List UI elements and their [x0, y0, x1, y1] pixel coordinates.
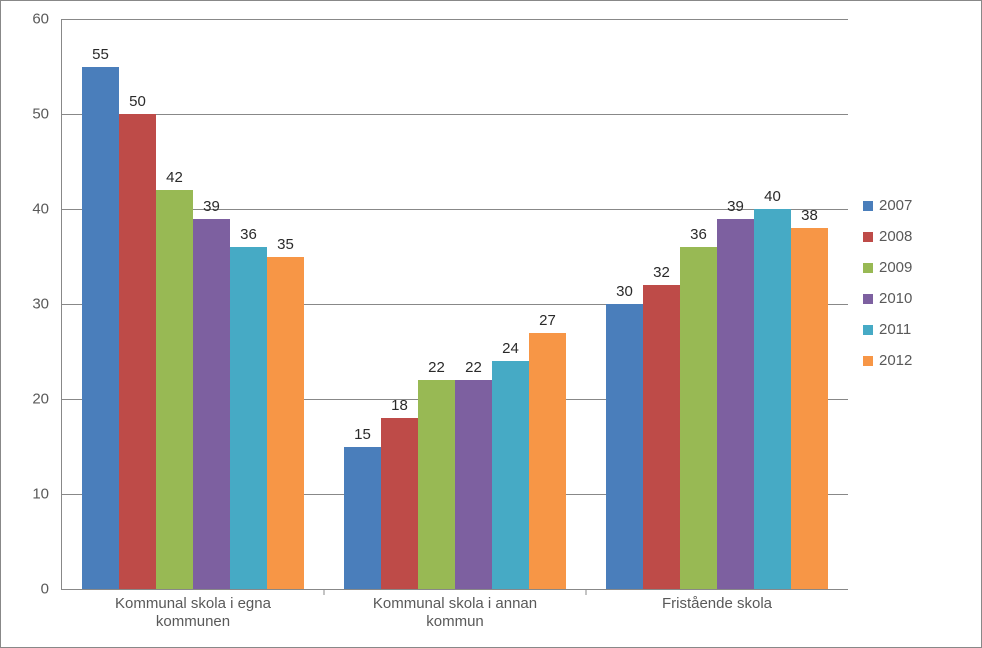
legend-item-2011: 2011 [863, 321, 912, 338]
bar-value-label: 22 [428, 359, 445, 376]
x-category-label: Fristående skola [586, 589, 848, 613]
bar-group: 555042393635Kommunal skola i egnakommune… [62, 19, 324, 589]
bar-2007: 55 [82, 67, 119, 590]
legend-swatch [863, 263, 873, 273]
bar-value-label: 27 [539, 312, 556, 329]
y-tick-label: 10 [9, 486, 49, 503]
x-category-label: Kommunal skola i annankommun [324, 589, 586, 631]
legend-swatch [863, 294, 873, 304]
bar-2008: 32 [643, 285, 680, 589]
bar-value-label: 15 [354, 426, 371, 443]
legend-label: 2009 [879, 259, 912, 276]
bar-value-label: 36 [690, 226, 707, 243]
plot-area: 555042393635Kommunal skola i egnakommune… [61, 19, 848, 590]
legend-label: 2010 [879, 290, 912, 307]
bar-value-label: 39 [203, 198, 220, 215]
y-tick-label: 60 [9, 11, 49, 28]
legend-swatch [863, 232, 873, 242]
bar-2011: 24 [492, 361, 529, 589]
bar-2007: 15 [344, 447, 381, 590]
bar-2007: 30 [606, 304, 643, 589]
bar-2009: 36 [680, 247, 717, 589]
bar-2012: 35 [267, 257, 304, 590]
bar-2011: 36 [230, 247, 267, 589]
legend-swatch [863, 356, 873, 366]
legend-swatch [863, 201, 873, 211]
legend: 2007 2008 2009 2010 2011 2012 [863, 197, 912, 383]
legend-label: 2008 [879, 228, 912, 245]
bar-value-label: 39 [727, 198, 744, 215]
bar-2011: 40 [754, 209, 791, 589]
bars: 555042393635 [62, 19, 324, 589]
bar-2010: 39 [717, 219, 754, 590]
legend-swatch [863, 325, 873, 335]
y-tick-label: 30 [9, 296, 49, 313]
x-category-label: Kommunal skola i egnakommunen [62, 589, 324, 631]
bar-value-label: 55 [92, 46, 109, 63]
bar-value-label: 30 [616, 283, 633, 300]
legend-item-2010: 2010 [863, 290, 912, 307]
legend-label: 2012 [879, 352, 912, 369]
bar-2008: 50 [119, 114, 156, 589]
bar-2009: 22 [418, 380, 455, 589]
bar-value-label: 40 [764, 188, 781, 205]
y-tick-label: 20 [9, 391, 49, 408]
legend-item-2009: 2009 [863, 259, 912, 276]
bar-2012: 27 [529, 333, 566, 590]
legend-item-2012: 2012 [863, 352, 912, 369]
bar-2012: 38 [791, 228, 828, 589]
chart-frame: 555042393635Kommunal skola i egnakommune… [0, 0, 982, 648]
bar-group: 303236394038Fristående skola [586, 19, 848, 589]
bar-value-label: 24 [502, 340, 519, 357]
bar-2010: 22 [455, 380, 492, 589]
bar-value-label: 32 [653, 264, 670, 281]
bar-groups: 555042393635Kommunal skola i egnakommune… [62, 19, 848, 589]
legend-item-2007: 2007 [863, 197, 912, 214]
bar-value-label: 50 [129, 93, 146, 110]
bars: 303236394038 [586, 19, 848, 589]
bar-group: 151822222427Kommunal skola i annankommun [324, 19, 586, 589]
bar-value-label: 22 [465, 359, 482, 376]
bar-2010: 39 [193, 219, 230, 590]
y-tick-label: 50 [9, 106, 49, 123]
bar-value-label: 18 [391, 397, 408, 414]
legend-label: 2011 [879, 321, 911, 338]
bar-value-label: 35 [277, 236, 294, 253]
legend-label: 2007 [879, 197, 912, 214]
y-tick-label: 40 [9, 201, 49, 218]
bar-2009: 42 [156, 190, 193, 589]
bar-value-label: 36 [240, 226, 257, 243]
legend-item-2008: 2008 [863, 228, 912, 245]
bar-2008: 18 [381, 418, 418, 589]
y-tick-label: 0 [9, 581, 49, 598]
bar-value-label: 38 [801, 207, 818, 224]
bars: 151822222427 [324, 19, 586, 589]
bar-value-label: 42 [166, 169, 183, 186]
